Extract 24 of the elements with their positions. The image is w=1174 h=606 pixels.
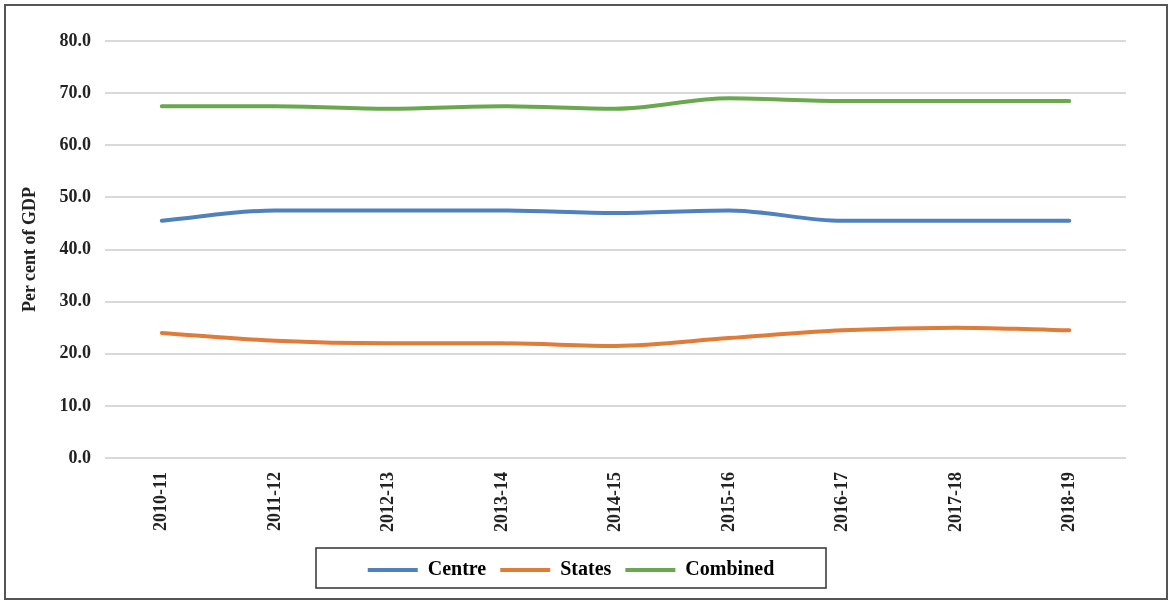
line-series	[159, 96, 1072, 111]
y-tick-label: 0.0	[68, 446, 92, 467]
line-series	[159, 325, 1072, 348]
legend-label: States	[560, 557, 612, 580]
y-tick-label: 30.0	[59, 290, 92, 311]
legend-label: Combined	[685, 557, 775, 580]
y-tick-label: 50.0	[59, 186, 92, 207]
x-tick-label: 2015-16	[717, 472, 738, 533]
x-tick-label: 2010-11	[150, 472, 171, 532]
x-tick-label: 2018-19	[1057, 472, 1078, 533]
y-tick-label: 20.0	[59, 342, 92, 363]
y-tick-label: 60.0	[59, 133, 92, 154]
x-tick-label: 2016-17	[831, 472, 852, 533]
y-tick-label: 70.0	[59, 81, 92, 102]
legend-label: Centre	[427, 557, 487, 580]
x-tick-label: 2014-15	[604, 472, 625, 533]
y-axis-title: Per cent of GDP	[19, 186, 40, 313]
x-tick-label: 2011-12	[263, 472, 284, 532]
y-tick-label: 80.0	[59, 29, 92, 50]
x-tick-label: 2013-14	[490, 472, 511, 533]
x-tick-label: 2012-13	[377, 472, 398, 533]
x-tick-label: 2017-18	[944, 472, 965, 533]
y-tick-label: 40.0	[59, 238, 92, 259]
y-tick-label: 10.0	[59, 394, 92, 415]
